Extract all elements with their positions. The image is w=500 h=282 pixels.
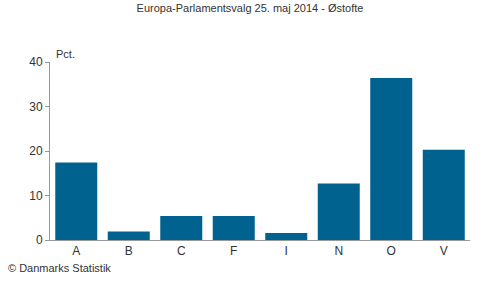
svg-text:C: C xyxy=(177,244,186,258)
svg-text:Europa-Parlamentsvalg 25. maj: Europa-Parlamentsvalg 25. maj 2014 - Øst… xyxy=(137,2,364,14)
svg-text:V: V xyxy=(440,244,448,258)
svg-text:B: B xyxy=(125,244,133,258)
svg-text:Pct.: Pct. xyxy=(56,48,75,60)
svg-text:40: 40 xyxy=(29,55,43,69)
svg-text:0: 0 xyxy=(36,233,43,247)
svg-text:I: I xyxy=(285,244,288,258)
svg-text:© Danmarks Statistik: © Danmarks Statistik xyxy=(8,262,111,274)
svg-text:30: 30 xyxy=(29,100,43,114)
svg-text:F: F xyxy=(230,244,237,258)
svg-text:10: 10 xyxy=(29,189,43,203)
svg-text:20: 20 xyxy=(29,144,43,158)
svg-text:O: O xyxy=(387,244,396,258)
svg-text:N: N xyxy=(334,244,343,258)
svg-text:A: A xyxy=(72,244,80,258)
